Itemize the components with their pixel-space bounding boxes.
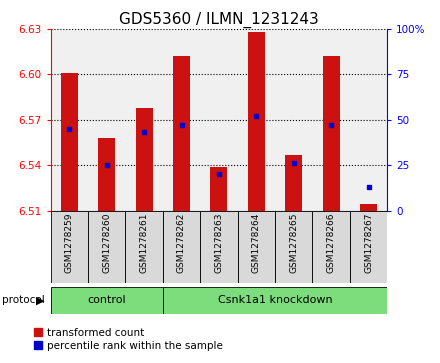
- Bar: [125, 211, 163, 283]
- Bar: [98, 138, 115, 211]
- Text: GSM1278261: GSM1278261: [139, 213, 149, 273]
- Bar: [238, 211, 275, 283]
- Text: GSM1278262: GSM1278262: [177, 213, 186, 273]
- Bar: [350, 211, 387, 283]
- Text: GSM1278267: GSM1278267: [364, 213, 373, 273]
- Bar: [360, 204, 377, 211]
- Bar: [88, 211, 125, 283]
- Text: Csnk1a1 knockdown: Csnk1a1 knockdown: [218, 295, 332, 305]
- Text: GSM1278260: GSM1278260: [102, 213, 111, 273]
- Bar: [173, 56, 190, 211]
- Bar: [51, 211, 88, 283]
- Bar: [210, 167, 227, 211]
- Bar: [275, 211, 312, 283]
- Text: ▶: ▶: [36, 295, 44, 305]
- Title: GDS5360 / ILMN_1231243: GDS5360 / ILMN_1231243: [119, 12, 319, 28]
- Legend: transformed count, percentile rank within the sample: transformed count, percentile rank withi…: [34, 328, 223, 351]
- Bar: [248, 32, 265, 211]
- Text: GSM1278263: GSM1278263: [214, 213, 224, 273]
- Bar: [163, 287, 387, 314]
- Text: control: control: [88, 295, 126, 305]
- Text: GSM1278265: GSM1278265: [289, 213, 298, 273]
- Bar: [51, 287, 163, 314]
- Bar: [136, 108, 153, 211]
- Bar: [163, 211, 200, 283]
- Text: GSM1278264: GSM1278264: [252, 213, 261, 273]
- Bar: [323, 56, 340, 211]
- Bar: [312, 211, 350, 283]
- Text: GSM1278266: GSM1278266: [326, 213, 336, 273]
- Bar: [285, 155, 302, 211]
- Text: GSM1278259: GSM1278259: [65, 213, 74, 273]
- Bar: [61, 73, 78, 211]
- Bar: [200, 211, 238, 283]
- Text: protocol: protocol: [2, 295, 45, 305]
